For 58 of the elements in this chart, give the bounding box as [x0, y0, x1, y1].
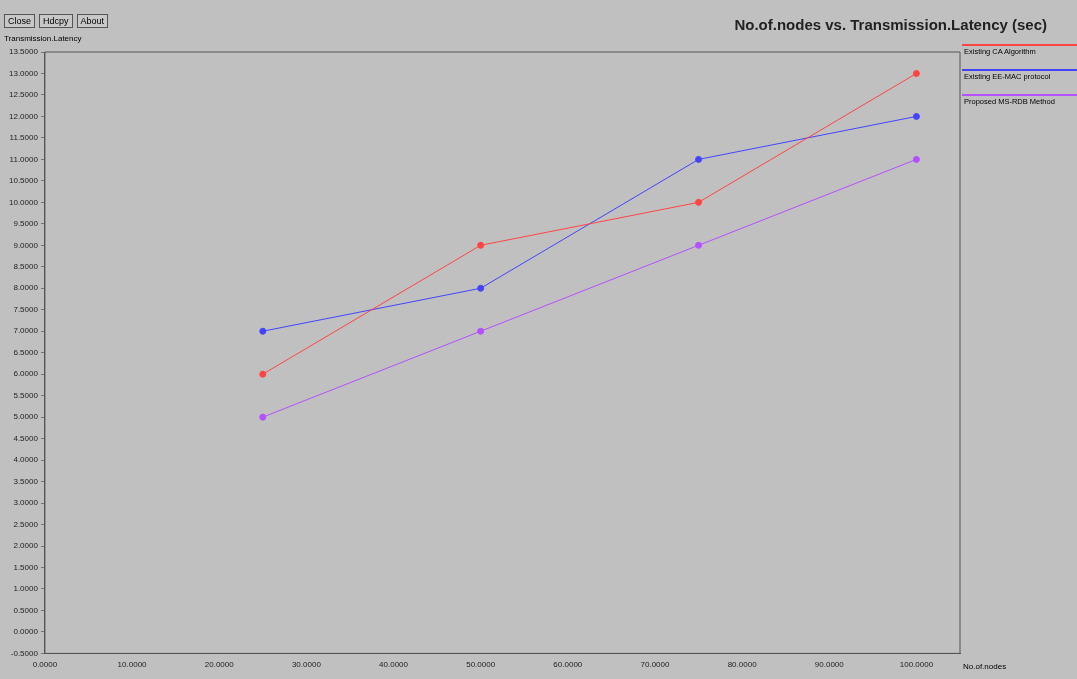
- text: About: [76, 14, 109, 28]
- x-tick-label: 30.0000: [291, 660, 322, 670]
- y-tick-label: 13.5000: [9, 47, 39, 57]
- y-tick-label: 9.0000: [13, 240, 39, 250]
- x-tick-label: 100.0000: [899, 660, 934, 670]
- y-tick-label: 6.0000: [13, 369, 39, 379]
- y-tick-label: 5.5000: [13, 390, 39, 400]
- y-tick-label: -0.5000: [10, 648, 39, 658]
- y-tick-label: 4.0000: [13, 455, 39, 465]
- y-tick-label: 7.0000: [13, 326, 39, 336]
- y-tick-label: 8.5000: [13, 261, 39, 271]
- x-tick-label: 60.0000: [553, 660, 583, 670]
- x-tick-label: 70.0000: [640, 660, 670, 670]
- text: Hdcpy: [39, 14, 73, 28]
- point: [695, 241, 703, 249]
- point: [259, 413, 267, 421]
- point: [259, 370, 267, 378]
- point: [477, 327, 485, 335]
- y-tick-label: 3.0000: [13, 498, 39, 508]
- y-tick-label: 9.5000: [13, 219, 39, 229]
- point: [912, 155, 920, 163]
- y-tick-label: 7.5000: [13, 304, 39, 314]
- x-tick-label: 80.0000: [727, 660, 758, 670]
- x-tick-label: 0.0000: [32, 660, 58, 670]
- y-tick-label: 10.0000: [9, 197, 39, 207]
- y-tick-label: 11.5000: [9, 133, 39, 143]
- x-tick-label: 90.0000: [814, 660, 845, 670]
- x-tick-label: 10.0000: [117, 660, 148, 670]
- y-tick-label: 3.5000: [13, 476, 39, 486]
- y-tick-label: 1.5000: [13, 562, 39, 572]
- y-tick-label: 11.0000: [9, 154, 39, 164]
- y-tick-label: 5.0000: [13, 412, 39, 422]
- x-axis-title: No.of.nodes: [963, 662, 1007, 671]
- point: [477, 284, 485, 292]
- y-tick-label: 4.5000: [13, 433, 39, 443]
- y-tick-label: 8.0000: [13, 283, 39, 293]
- y-tick-label: 2.5000: [13, 519, 39, 529]
- x-tick-label: 20.0000: [204, 660, 235, 670]
- point: [912, 112, 920, 120]
- y-tick-label: 0.5000: [13, 605, 39, 615]
- y-tick-label: 6.5000: [13, 347, 39, 357]
- y-tick-label: 1.0000: [13, 584, 39, 594]
- y-tick-label: 13.0000: [9, 68, 39, 78]
- y-tick-label: 12.0000: [9, 111, 39, 121]
- y-tick-label: 2.0000: [13, 541, 39, 551]
- point: [477, 241, 485, 249]
- y-axis-title: Transmission.Latency: [4, 34, 82, 43]
- point: [695, 198, 703, 206]
- y-tick-label: 12.5000: [9, 90, 39, 100]
- text: Close: [4, 14, 36, 28]
- chart-title: No.of.nodes vs. Transmission.Latency (sec): [734, 16, 1047, 33]
- y-tick-label: 10.5000: [9, 176, 39, 186]
- x-tick-label: 50.0000: [466, 660, 496, 670]
- point: [259, 327, 267, 335]
- point: [695, 155, 703, 163]
- x-tick-label: 40.0000: [379, 660, 409, 670]
- point: [912, 69, 920, 77]
- y-tick-label: 0.0000: [13, 627, 39, 637]
